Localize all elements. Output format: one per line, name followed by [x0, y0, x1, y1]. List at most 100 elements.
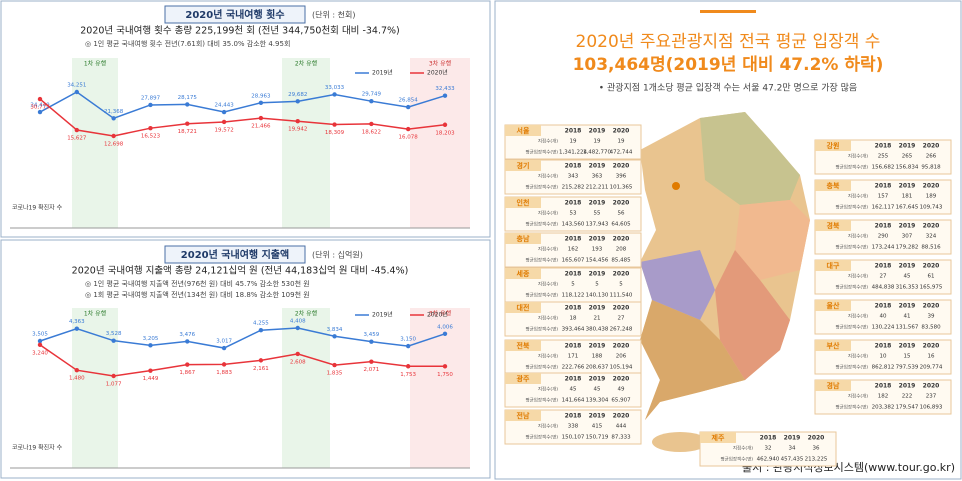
jeju — [652, 432, 708, 452]
count: 363 — [592, 174, 603, 180]
visitors: 316,353 — [896, 285, 919, 291]
visitors: 87,333 — [611, 435, 631, 441]
count: 19 — [594, 139, 601, 145]
count: 396 — [616, 174, 627, 180]
visitors: 203,382 — [872, 405, 895, 411]
value-label: 1,867 — [179, 370, 195, 376]
year-header: 2018 — [565, 128, 582, 135]
region-name: 경기 — [517, 161, 530, 170]
count: 171 — [568, 354, 579, 360]
legend-label: 2019년 — [372, 311, 393, 319]
region-tab — [815, 300, 851, 311]
row-label: 지점수(개) — [538, 138, 558, 145]
value-label: 2,608 — [290, 359, 306, 365]
year-header: 2018 — [565, 413, 582, 420]
year-header: 2019 — [899, 263, 916, 270]
value-label: 3,834 — [327, 327, 343, 333]
wave-label: 3차 유행 — [429, 310, 451, 318]
row-label: 평균입장객수(명) — [836, 284, 869, 291]
region-tab — [815, 260, 851, 271]
row-label: 지점수(개) — [538, 246, 558, 253]
value-label: 4,255 — [253, 321, 269, 327]
region-name: 광주 — [517, 374, 530, 383]
row-label: 지점수(개) — [848, 393, 868, 400]
year-header: 2019 — [899, 303, 916, 310]
count: 444 — [616, 424, 627, 430]
row-label: 평균입장객수(명) — [836, 244, 869, 251]
visitors: 179,282 — [896, 245, 919, 251]
count: 182 — [878, 394, 889, 400]
value-label: 21,466 — [251, 124, 271, 130]
visitors: 88,516 — [921, 245, 941, 251]
region-box — [814, 379, 952, 415]
unit: (단위 : 십억원) — [312, 250, 363, 260]
region-name: 강원 — [827, 141, 840, 150]
count: 193 — [592, 247, 603, 253]
count: 55 — [594, 211, 601, 217]
count: 27 — [618, 316, 625, 322]
visitors: 213,225 — [805, 457, 828, 463]
year-header: 2020 — [923, 143, 940, 150]
visitors: 130,224 — [872, 325, 895, 331]
year-header: 2020 — [923, 223, 940, 230]
note: ◎ 1인 평균 국내여행 지출액 전년(976천 원) 대비 45.7% 감소한… — [85, 279, 310, 288]
count: 290 — [878, 234, 889, 240]
count: 181 — [902, 194, 913, 200]
visitors: 167,645 — [896, 205, 919, 211]
point — [258, 100, 264, 105]
title-banner — [164, 5, 306, 24]
year-header: 2020 — [613, 128, 630, 135]
year-header: 2020 — [923, 263, 940, 270]
year-header: 2019 — [589, 200, 606, 207]
value-label: 3,505 — [32, 332, 48, 338]
row-label: 평균입장객수(명) — [836, 364, 869, 371]
headline: 2020년 국내여행 지출액 총량 24,121십억 원 (전년 44,183십… — [72, 265, 409, 277]
region-tab — [505, 233, 541, 244]
region-tab — [815, 140, 851, 151]
year-header: 2019 — [589, 376, 606, 383]
wave-band — [410, 58, 470, 228]
region-tab — [815, 340, 851, 351]
row-label: 평균입장객수(명) — [526, 257, 559, 264]
count: 255 — [878, 154, 889, 160]
region-tab — [505, 340, 541, 351]
visitors: 143,560 — [562, 222, 585, 228]
year-header: 2019 — [589, 305, 606, 312]
wave-label: 2차 유행 — [295, 310, 317, 318]
visitors: 95,818 — [921, 165, 941, 171]
region-name: 대전 — [517, 303, 530, 312]
unit: (단위 : 천회) — [312, 10, 355, 20]
count: 324 — [926, 234, 937, 240]
count: 19 — [618, 139, 625, 145]
count: 157 — [878, 194, 889, 200]
point — [148, 102, 153, 108]
year-header: 2020 — [613, 343, 630, 350]
value-label: 4,363 — [69, 319, 85, 325]
point — [74, 89, 80, 95]
year-header: 2020 — [613, 200, 630, 207]
row-label: 지점수(개) — [848, 273, 868, 280]
value-label: 24,443 — [214, 103, 234, 109]
point — [185, 362, 190, 367]
year-header: 2018 — [875, 223, 892, 230]
visitors: 83,580 — [921, 325, 941, 331]
year-header: 2018 — [875, 183, 892, 190]
visitors: 101,365 — [610, 185, 633, 191]
year-header: 2018 — [565, 376, 582, 383]
count: 415 — [592, 424, 603, 430]
seoul-dot — [672, 182, 680, 190]
value-label: 4,408 — [290, 319, 306, 325]
region-tab — [505, 197, 541, 208]
point — [148, 343, 153, 348]
value-label: 16,078 — [399, 135, 419, 141]
region-tab — [815, 180, 851, 191]
value-label: 2,071 — [363, 367, 379, 373]
row-label: 지점수(개) — [848, 233, 868, 240]
region-name: 세종 — [517, 269, 530, 278]
count: 189 — [926, 194, 937, 200]
point — [332, 334, 337, 339]
count: 32 — [765, 446, 772, 452]
point — [148, 368, 153, 373]
point — [258, 358, 264, 363]
wave-band — [410, 308, 470, 468]
